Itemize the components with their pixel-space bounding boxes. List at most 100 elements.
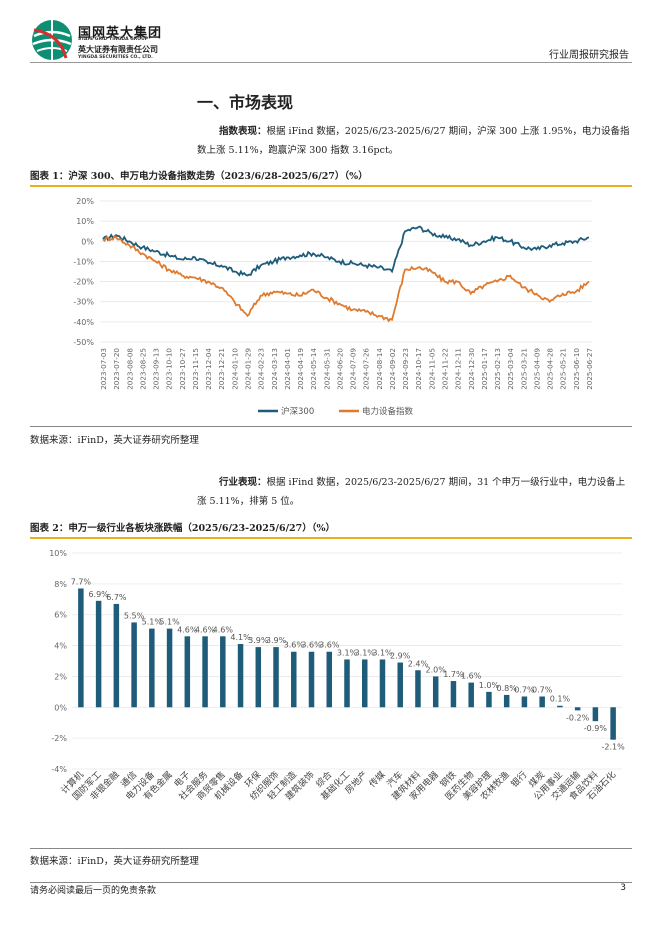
bar-value-label: 0.7%: [514, 685, 535, 694]
bar-category-label: 银行: [508, 769, 529, 790]
bar-value-label: 2.9%: [390, 652, 411, 661]
bar: [415, 670, 421, 708]
report-type: 行业周报研究报告: [549, 50, 629, 61]
state-grid-globe-icon: [32, 20, 72, 60]
line-chart-x-tick-label: 2024-07-26: [362, 348, 371, 390]
bar: [273, 647, 279, 708]
bar-chart-categories: 计算机国防军工非银金融通信电力设备有色金属电子社会服务商贸零售机械设备环保纺织服…: [58, 769, 618, 803]
footer-disclaimer: 请务必阅读最后一页的免责条款: [30, 886, 157, 896]
bar-value-label: 6.9%: [88, 590, 109, 599]
line-chart-y-tick-label: -40%: [73, 318, 94, 327]
bar-value-label: -0.9%: [584, 724, 608, 733]
bar: [521, 696, 528, 708]
bar-chart-y-tick-label: 4%: [54, 642, 67, 651]
bar: [486, 691, 492, 708]
line-chart-x-tick-label: 2025-05-21: [559, 348, 568, 390]
line-chart-grid: [100, 200, 592, 343]
bar: [131, 622, 137, 708]
line-chart-y-tick-label: -10%: [73, 257, 94, 266]
bar: [237, 644, 244, 708]
figure2-title: 图表 2：申万一级行业各板块涨跌幅（2025/6/23-2025/6/27）（%…: [30, 523, 336, 534]
line-chart-series-line: [102, 225, 590, 277]
bar: [468, 682, 474, 708]
line-chart-y-tick-label: -30%: [73, 298, 94, 307]
index-performance-paragraph: 指数表现：根据 iFind 数据，2025/6/23-2025/6/27 期间，…: [197, 122, 633, 160]
line-chart-x-tick-label: 2024-08-14: [375, 348, 384, 390]
bar: [379, 659, 386, 708]
line-chart-x-tick-label: 2024-09-23: [401, 348, 410, 390]
figure1-bottom-rule: [30, 426, 632, 427]
securities-name-en: YINGDA SECURITIES CO., LTD.: [78, 55, 153, 60]
bar-value-label: 4.1%: [230, 633, 251, 642]
bar-value-label: 3.1%: [337, 648, 358, 657]
figure2-top-rule: [30, 537, 632, 539]
legend-label: 电力设备指数: [362, 406, 414, 417]
line-chart-y-tick-label: -50%: [73, 338, 94, 347]
bar-value-label: 3.1%: [372, 648, 393, 657]
figure2-bottom-rule: [30, 848, 632, 849]
bar-value-label: 4.6%: [177, 625, 198, 634]
line-chart-x-tick-label: 2024-04-01: [283, 348, 292, 390]
line-chart-x-tick-label: 2025-06-27: [585, 348, 594, 390]
industry-performance-paragraph: 行业表现：根据 iFind 数据，2025/6/23-2025/6/27 期间，…: [197, 473, 633, 511]
figure1-source: 数据来源：iFinD，英大证券研究所整理: [30, 435, 199, 446]
line-chart-x-tick-label: 2024-12-30: [467, 348, 476, 390]
bar: [592, 707, 599, 722]
line-chart-x-tick-label: 2024-11-22: [441, 348, 450, 390]
line-chart-x-tick-label: 2024-04-19: [296, 348, 305, 390]
line-chart-x-tick-label: 2024-12-11: [454, 348, 463, 390]
line-chart-x-ticks: 2023-07-03 2023-07-20 2023-08-08 2023-08-25…: [99, 348, 594, 390]
line-chart-x-tick-label: 2023-12-04: [204, 348, 213, 390]
para2-text: 根据 iFind 数据，2025/6/23-2025/6/27 期间，31 个申…: [197, 477, 626, 507]
bar: [166, 628, 173, 708]
bar: [610, 707, 616, 740]
line-chart-x-tick-label: 2024-09-02: [388, 348, 397, 390]
line-chart-x-tick-label: 2023-11-15: [191, 348, 200, 390]
bar-chart-y-tick-label: 8%: [54, 580, 67, 589]
bar-chart-y-tick-label: -4%: [51, 765, 67, 774]
line-chart-x-tick-label: 2024-01-10: [230, 348, 239, 390]
para1-text: 根据 iFind 数据，2025/6/23-2025/6/27 期间，沪深 30…: [197, 126, 630, 156]
bar: [78, 588, 84, 708]
company-name-en: STATE GRID YINGDA GROUP: [78, 37, 149, 42]
line-chart-x-tick-label: 2024-03-13: [270, 348, 279, 390]
line-chart-y-tick-label: 20%: [76, 197, 94, 206]
bar-value-label: -0.2%: [566, 713, 590, 722]
bar-value-label: 6.7%: [106, 593, 127, 602]
bar: [574, 707, 581, 711]
securities-name-cn: 英大证券有限责任公司: [78, 45, 158, 54]
bar: [255, 647, 262, 708]
bar-value-label: 5.1%: [142, 618, 163, 627]
bar: [432, 676, 439, 708]
bar-value-label: 3.9%: [248, 636, 269, 645]
bar: [149, 628, 155, 708]
bar-value-label: 3.9%: [266, 636, 287, 645]
line-chart-series: [102, 225, 590, 323]
bar-value-label: 3.6%: [301, 641, 322, 650]
bar: [539, 696, 545, 708]
line-chart-y-tick-label: -20%: [73, 278, 94, 287]
line-chart-x-tick-label: 2023-08-25: [138, 348, 147, 390]
bar: [220, 636, 226, 708]
bar: [397, 662, 403, 708]
bar-value-label: 7.7%: [71, 577, 92, 586]
line-chart-x-tick-label: 2023-10-10: [165, 348, 174, 390]
bar-value-label: 5.1%: [159, 618, 180, 627]
line-chart-x-tick-label: 2023-08-08: [125, 348, 134, 390]
bar-chart-y-tick-label: 2%: [54, 672, 67, 681]
bar-chart-value-labels: 7.7%6.9%6.7%5.5%5.1%5.1%4.6%4.6%4.6%4.1%…: [71, 577, 625, 751]
bar-chart-bars: [78, 588, 616, 740]
bar-value-label: 2.4%: [408, 659, 429, 668]
bar-value-label: 0.8%: [497, 684, 518, 693]
company-name-cn: 国网英大集团: [78, 26, 163, 41]
line-chart-x-tick-label: 2024-01-29: [243, 348, 252, 390]
line-chart-x-tick-label: 2024-06-20: [335, 348, 344, 390]
figure2-source: 数据来源：iFinD，英大证券研究所整理: [30, 856, 199, 867]
line-chart-x-tick-label: 2025-04-28: [546, 348, 555, 390]
company-logo: [30, 18, 190, 62]
bar-value-label: 1.0%: [479, 681, 500, 690]
line-chart-x-tick-label: 2025-06-10: [572, 348, 581, 390]
bar-chart: 10%8%6%4%2%0%-2%-4% 7.7%6.9%6.7%5.5%5.1%…: [49, 549, 625, 803]
legend-label: 沪深300: [281, 406, 314, 417]
page-number: 3: [620, 883, 626, 893]
